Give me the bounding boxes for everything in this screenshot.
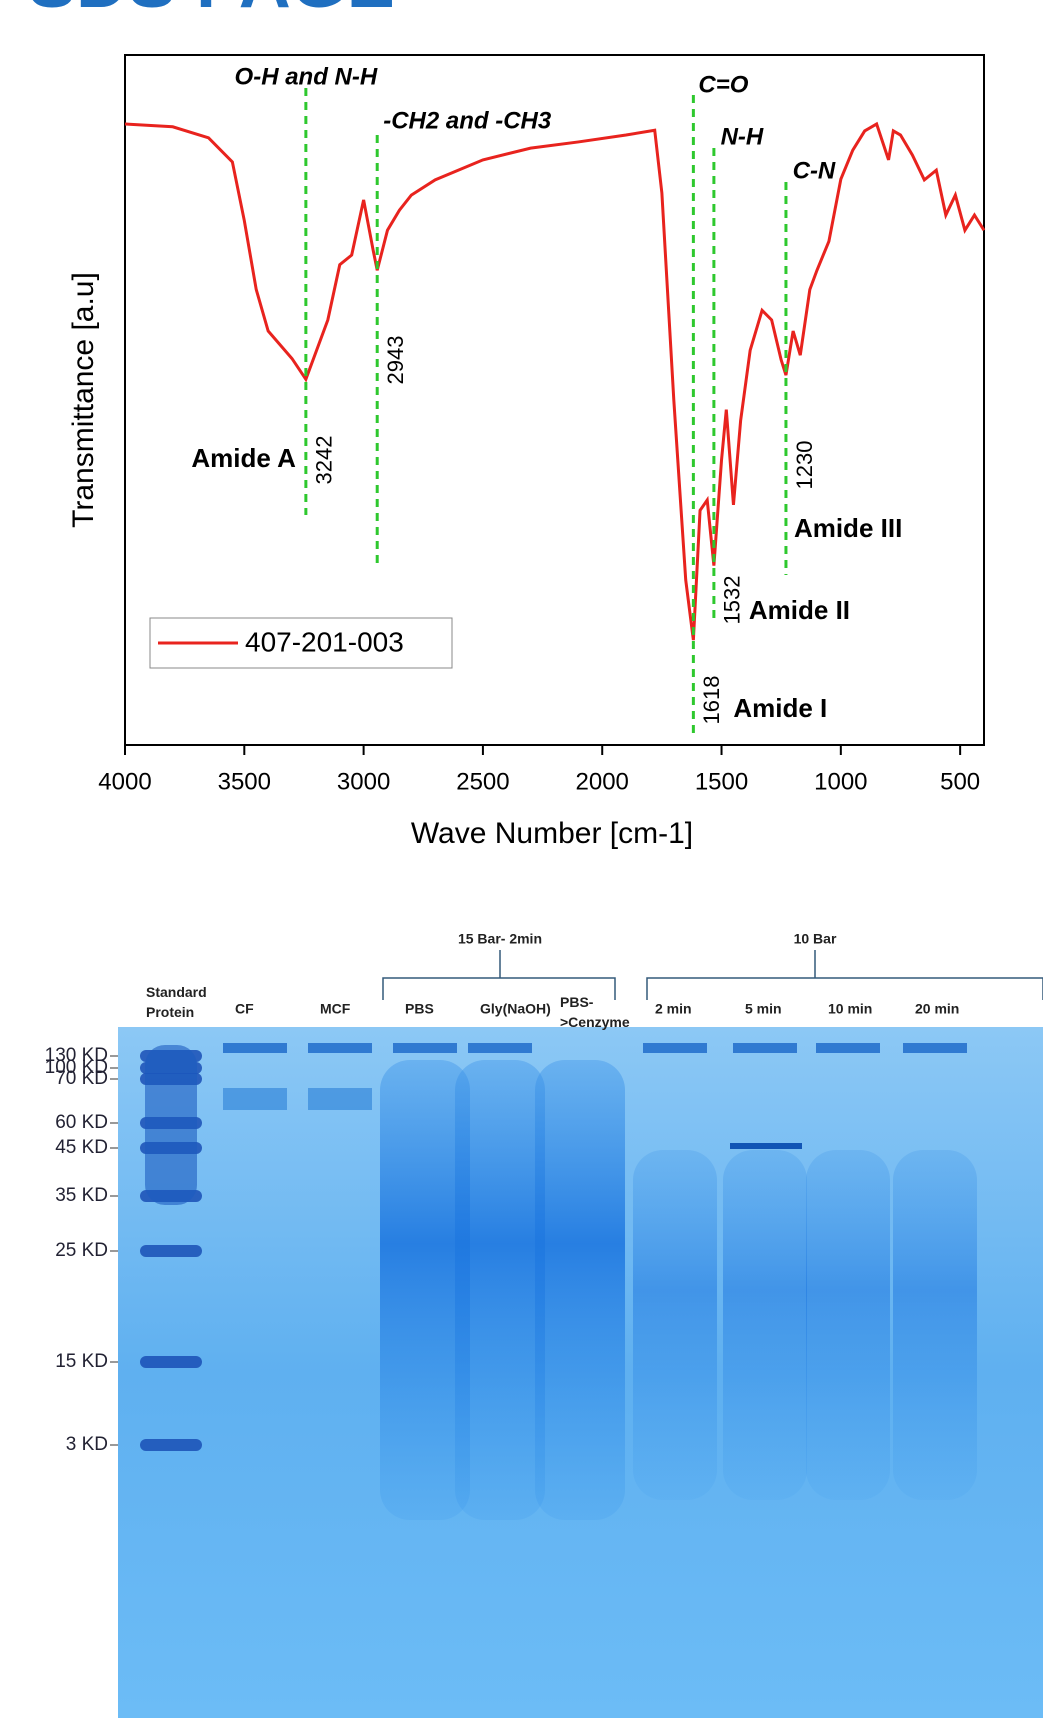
band-label: Amide I <box>733 693 827 723</box>
lane-label: Standard Protein <box>146 984 207 1020</box>
x-tick-label: 3000 <box>337 768 390 795</box>
lane-smear <box>633 1150 717 1500</box>
page-title: SDS PAGE <box>28 0 395 20</box>
marker-label: 60 KD <box>55 1112 108 1133</box>
y-axis-label: Transmittance [a.u] <box>67 272 100 528</box>
peak-label: N-H <box>721 123 764 150</box>
lane-label: 10 min <box>828 1001 872 1017</box>
band-label: Amide III <box>794 513 902 543</box>
group-label: 15 Bar- 2min <box>458 931 542 947</box>
x-tick-label: 2000 <box>576 768 629 795</box>
lane-smear <box>455 1060 545 1520</box>
band <box>903 1043 967 1053</box>
plot-frame <box>124 54 985 746</box>
marker-label: 15 KD <box>55 1351 108 1372</box>
band <box>730 1143 802 1149</box>
band-label: Amide A <box>191 443 296 473</box>
band-label: Amide II <box>749 595 850 625</box>
peak-value: 1618 <box>699 676 724 725</box>
x-tick-label: 4000 <box>98 768 151 795</box>
lane-label: MCF <box>320 1001 351 1017</box>
marker-label: 130 KD <box>45 1045 108 1066</box>
lane-smear <box>723 1150 807 1500</box>
peak-value: 1532 <box>720 576 745 625</box>
ladder-band <box>140 1356 202 1368</box>
band <box>733 1043 797 1053</box>
group-label: 10 Bar <box>794 931 837 947</box>
band <box>308 1043 372 1053</box>
lane-smear <box>380 1060 470 1520</box>
marker-label: 45 KD <box>55 1137 108 1158</box>
marker-label: 70 KD <box>55 1068 108 1089</box>
ladder-smear <box>145 1045 197 1205</box>
band <box>223 1088 287 1110</box>
lane-label: CF <box>235 1001 254 1017</box>
marker-label: 3 KD <box>66 1434 108 1455</box>
peak-label: O-H and N-H <box>235 63 378 90</box>
series-line <box>124 121 986 641</box>
band <box>223 1043 287 1053</box>
lane-label: Gly(NaOH) <box>480 1001 551 1017</box>
x-axis-label: Wave Number [cm-1] <box>411 817 693 850</box>
x-tick-label: 2500 <box>456 768 509 795</box>
peak-label: -CH2 and -CH3 <box>383 107 552 134</box>
marker-label: 100 KD <box>45 1057 108 1078</box>
marker-label: 25 KD <box>55 1240 108 1261</box>
ftir-chart: Wave Number [cm-1] Transmittance [a.u] 4… <box>67 54 986 850</box>
lane-label: 2 min <box>655 1001 692 1017</box>
band <box>816 1043 880 1053</box>
lane-smear <box>893 1150 977 1500</box>
band <box>308 1088 372 1110</box>
x-tick-label: 1000 <box>814 768 867 795</box>
lane-label: PBS <box>405 1001 434 1017</box>
peak-label: C=O <box>698 71 748 98</box>
x-tick-label: 3500 <box>218 768 271 795</box>
lane-label: 5 min <box>745 1001 782 1017</box>
lane-label: 20 min <box>915 1001 959 1017</box>
lane-smear <box>806 1150 890 1500</box>
peak-value: 3242 <box>312 436 337 485</box>
legend-label: 407-201-003 <box>245 626 404 657</box>
band <box>643 1043 707 1053</box>
peak-value: 2943 <box>383 336 408 385</box>
title-area: SDS PAGE <box>28 0 395 20</box>
peak-label: C-N <box>793 157 836 184</box>
band <box>393 1043 457 1053</box>
peak-value: 1230 <box>792 441 817 490</box>
band <box>468 1043 532 1053</box>
group-bracket <box>646 950 1043 1000</box>
lane-smear <box>535 1060 625 1520</box>
ladder-band <box>140 1245 202 1257</box>
x-tick-label: 1500 <box>695 768 748 795</box>
group-bracket <box>382 950 616 1000</box>
marker-label: 35 KD <box>55 1185 108 1206</box>
ladder-band <box>140 1439 202 1451</box>
lane-label: PBS->Cenzyme <box>560 994 630 1030</box>
x-tick-label: 500 <box>940 768 980 795</box>
